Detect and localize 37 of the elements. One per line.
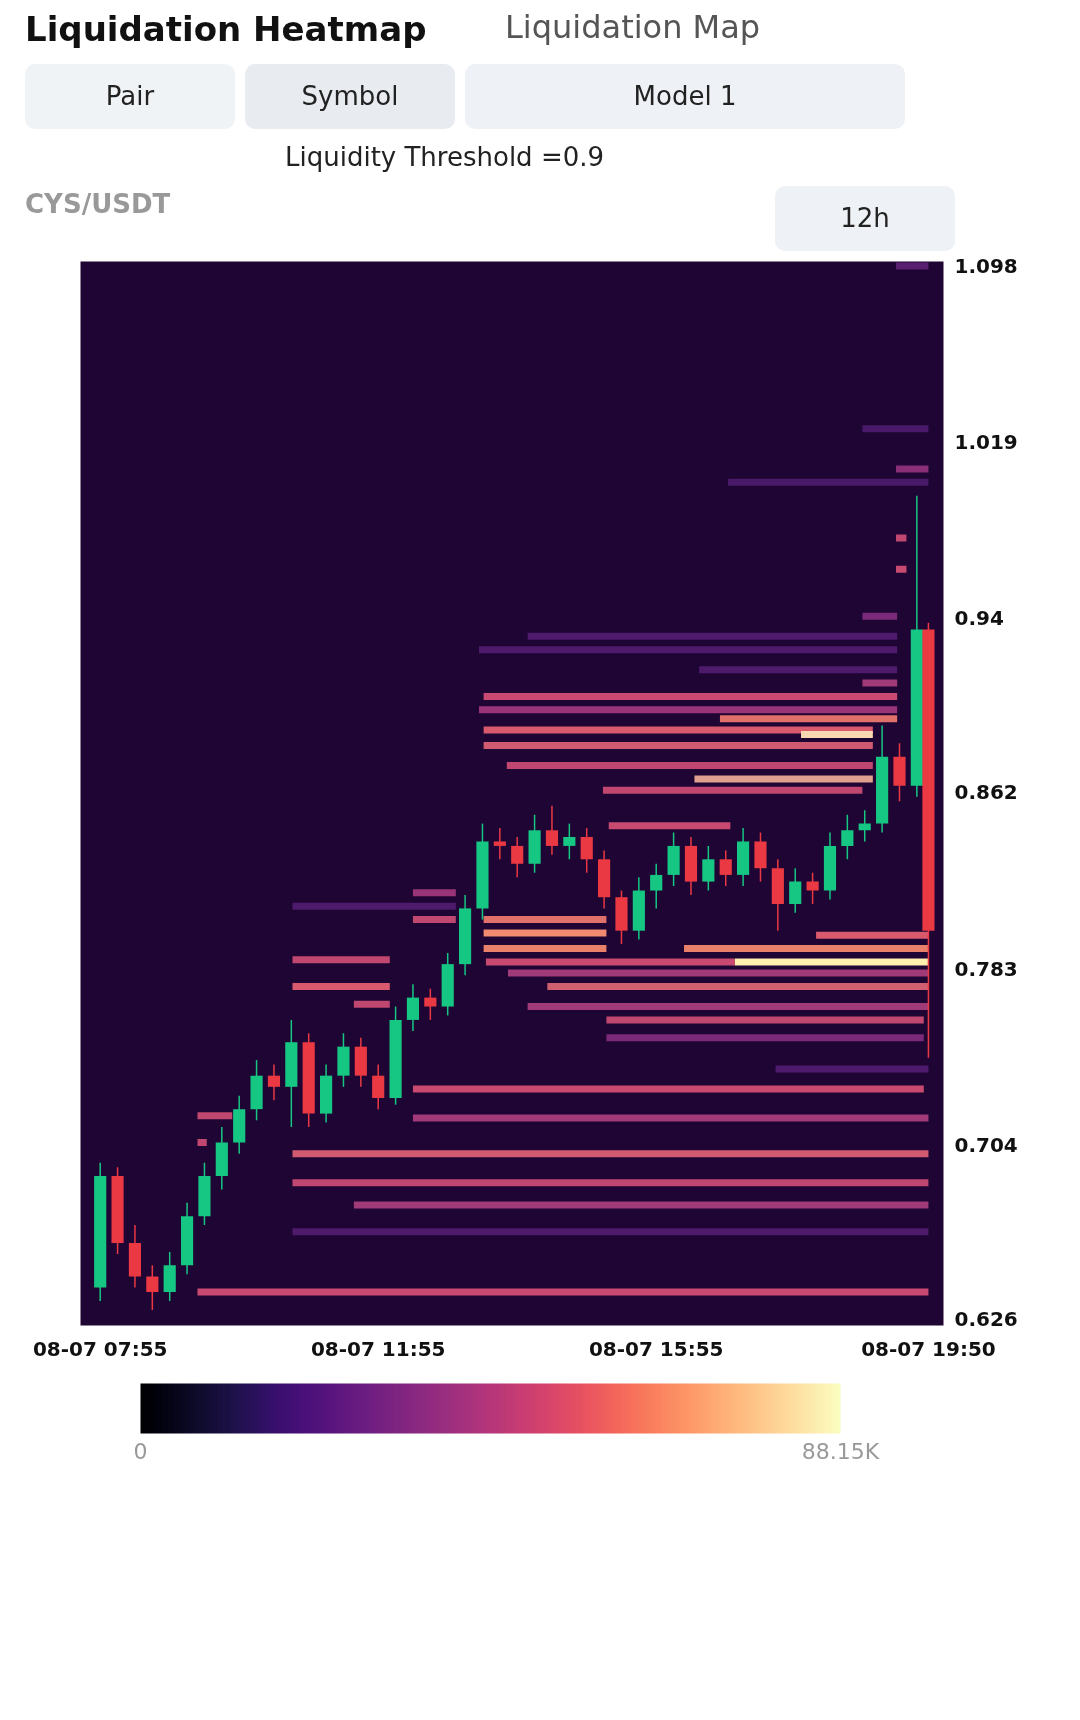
color-bar-label: 88.15K [801, 1438, 880, 1464]
candlestick [511, 836, 524, 878]
y-tick-label: 1.019 [954, 430, 1018, 455]
candlestick [146, 1264, 159, 1311]
candlestick [372, 1063, 385, 1110]
color-bar-label: 0 [133, 1438, 148, 1464]
text: Model 1 [633, 79, 737, 113]
candlestick [424, 987, 437, 1021]
candlestick [719, 849, 732, 887]
chart-title: Liquidation Heatmap [25, 8, 427, 51]
y-tick-label: 0.626 [954, 1306, 1018, 1331]
candlestick [806, 871, 819, 905]
x-tick-label: 08-07 07:55 [32, 1336, 168, 1361]
x-tick-label: 08-07 19:50 [861, 1336, 996, 1361]
candlestick [563, 822, 576, 861]
text: Pair [105, 79, 155, 113]
y-tick-label: 0.704 [954, 1132, 1018, 1157]
text: Symbol [301, 79, 399, 113]
y-tick-label: 0.862 [954, 780, 1018, 805]
text: 12h [840, 201, 890, 235]
candlestick [267, 1063, 281, 1101]
candlestick [493, 827, 506, 861]
y-tick-label: 1.098 [954, 253, 1018, 278]
text: Liquidity Threshold =0.9 [285, 140, 605, 174]
text: CYS/USDT [25, 187, 171, 221]
chart-subtitle: Liquidation Map [505, 7, 761, 48]
candlestick [841, 813, 854, 861]
candlestick [702, 845, 715, 892]
candlestick [406, 983, 420, 1032]
candlestick [580, 827, 593, 874]
x-tick-label: 08-07 11:55 [310, 1336, 446, 1361]
y-tick-label: 0.783 [954, 956, 1018, 981]
x-tick-label: 08-07 15:55 [588, 1336, 724, 1361]
candlestick [545, 805, 559, 856]
candlestick [789, 867, 802, 914]
candlestick [650, 863, 663, 910]
y-tick-label: 0.94 [954, 606, 1004, 631]
